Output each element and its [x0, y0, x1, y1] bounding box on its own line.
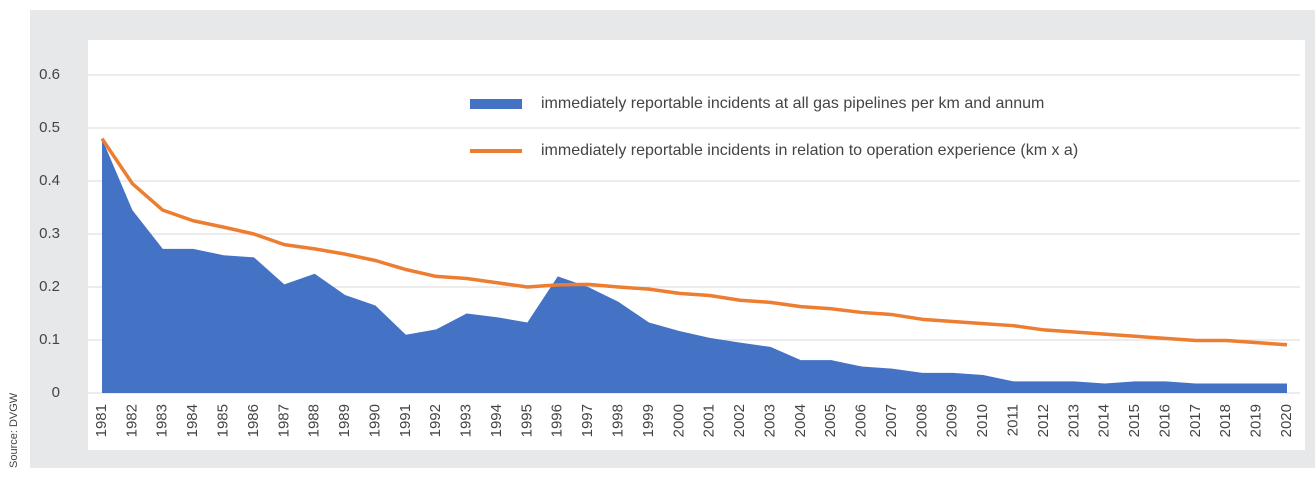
y-tick-label: 0.2 [39, 278, 60, 295]
x-tick-label: 2019 [1248, 404, 1265, 437]
x-tick-label: 1994 [488, 404, 505, 437]
x-tick-label: 1982 [123, 404, 140, 437]
x-tick-label: 2005 [822, 404, 839, 437]
y-tick-label: 0.3 [39, 225, 60, 242]
x-tick-label: 1997 [579, 404, 596, 437]
x-tick-label: 2007 [883, 404, 900, 437]
x-tick-label: 2012 [1035, 404, 1052, 437]
x-tick-label: 1983 [154, 404, 171, 437]
x-tick-label: 2001 [701, 404, 718, 437]
legend-label: immediately reportable incidents at all … [541, 95, 1044, 112]
x-tick-label: 1981 [93, 404, 110, 437]
x-tick-label: 2013 [1065, 404, 1082, 437]
x-tick-label: 2004 [792, 404, 809, 437]
x-tick-label: 2015 [1126, 404, 1143, 437]
legend-label: immediately reportable incidents in rela… [541, 142, 1078, 159]
x-tick-label: 1985 [215, 404, 232, 437]
x-tick-label: 1998 [610, 404, 627, 437]
x-tick-label: 1987 [275, 404, 292, 437]
line [100, 137, 1288, 347]
area [102, 138, 1287, 393]
x-tick-label: 2014 [1096, 404, 1113, 437]
x-tick-label: 2003 [761, 404, 778, 437]
x-tick-label: 1992 [427, 404, 444, 437]
y-tick-label: 0.5 [39, 119, 60, 136]
x-tick-label: 1991 [397, 404, 414, 437]
x-tick-label: 1996 [549, 404, 566, 437]
y-tick-label: 0.1 [39, 331, 60, 348]
legend-swatch [470, 99, 522, 109]
x-tick-label: 2016 [1156, 404, 1173, 437]
x-tick-label: 2010 [974, 404, 991, 437]
x-tick-label: 2018 [1217, 404, 1234, 437]
x-tick-label: 1999 [640, 404, 657, 437]
x-tick-label: 2009 [944, 404, 961, 437]
x-tick-label: 1995 [518, 404, 535, 437]
x-tick-label: 2017 [1187, 404, 1204, 437]
x-tick-label: 1988 [306, 404, 323, 437]
x-tick-label: 2011 [1005, 404, 1022, 436]
y-tick-label: 0 [52, 384, 60, 401]
x-tick-label: 2020 [1278, 404, 1295, 437]
x-tick-label: 1993 [458, 404, 475, 437]
x-tick-label: 2008 [913, 404, 930, 437]
x-tick-label: 1989 [336, 404, 353, 437]
x-tick-label: 1990 [366, 404, 383, 437]
source: Source: DVGW [8, 392, 20, 468]
x-tick-label: 2002 [731, 404, 748, 437]
x-tick-label: 1984 [184, 404, 201, 437]
y-tick-label: 0.6 [39, 66, 60, 83]
x-tick-label: 1986 [245, 404, 262, 437]
y-tick-label: 0.4 [39, 172, 60, 189]
x-tick-label: 2006 [853, 404, 870, 437]
x-tick-label: 2000 [670, 404, 687, 437]
